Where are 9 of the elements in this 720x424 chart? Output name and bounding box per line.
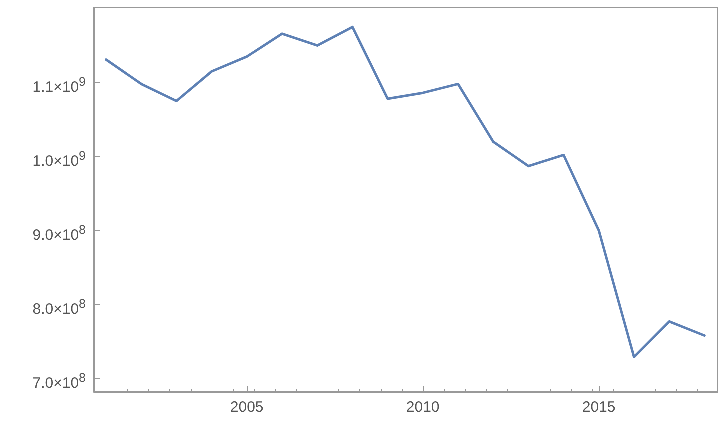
y-tick-label: 7.0×10$^{8}$ <box>32 370 86 394</box>
x-tick-label: 2005 <box>230 399 264 416</box>
y-tick-label: 9.0×10$^{8}$ <box>32 222 86 246</box>
x-tick-label: 2015 <box>582 399 616 416</box>
x-tick-label: 2010 <box>406 399 440 416</box>
line-series <box>105 26 706 358</box>
y-tick-label: 8.0×10$^{8}$ <box>32 296 86 320</box>
y-tick-label: 1.1×10$^{9}$ <box>32 74 86 98</box>
y-tick-label: 1.0×10$^{9}$ <box>32 148 86 172</box>
